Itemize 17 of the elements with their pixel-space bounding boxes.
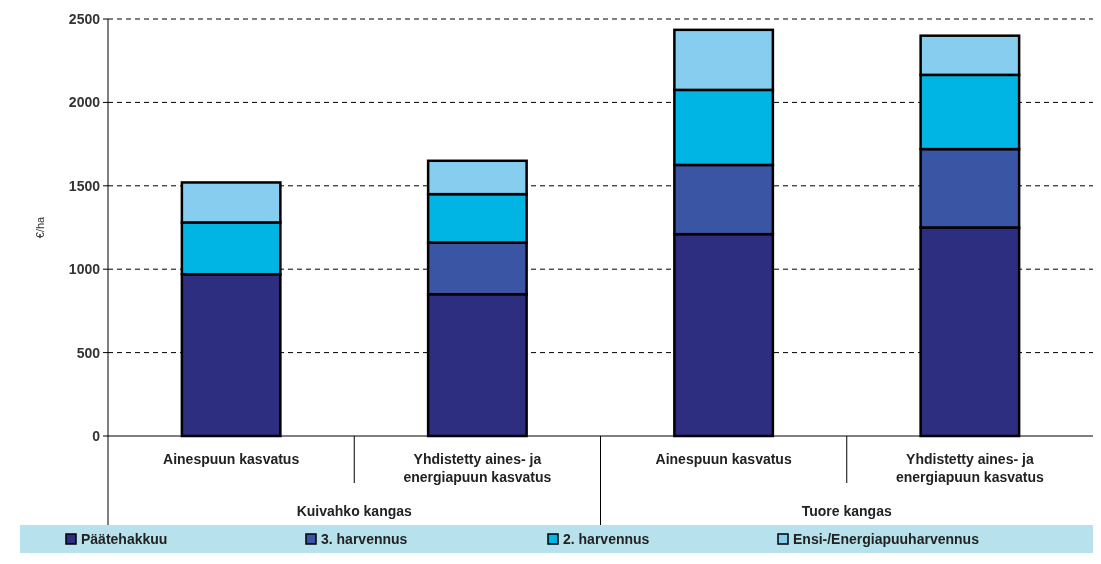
- y-tick-label: 0: [92, 427, 101, 444]
- legend-label: 3. harvennus: [321, 531, 408, 547]
- y-tick-label: 1000: [68, 261, 101, 278]
- y-tick-label: 500: [76, 344, 101, 361]
- y-tick-label: 2500: [68, 10, 101, 27]
- y-tick-label: 2000: [68, 94, 101, 111]
- text: Tuore kangas: [801, 503, 892, 519]
- legend-label: Ensi-/Energiapuuharvennus: [793, 531, 980, 547]
- x-tick-label: Ainespuun kasvatus: [163, 451, 300, 467]
- y-axis-title: €/ha: [34, 215, 46, 239]
- text: Kuivahko kangas: [296, 503, 413, 519]
- legend-label: Päätehakkuu: [81, 531, 168, 547]
- y-tick-label: 1500: [68, 177, 101, 194]
- x-tick-label: Yhdistetty aines- ja energiapuun kasvatus: [403, 451, 552, 485]
- x-tick-label: Ainespuun kasvatus: [655, 451, 792, 467]
- legend-label: 2. harvennus: [563, 531, 650, 547]
- x-tick-label: Yhdistetty aines- ja energiapuun kasvatus: [895, 451, 1044, 485]
